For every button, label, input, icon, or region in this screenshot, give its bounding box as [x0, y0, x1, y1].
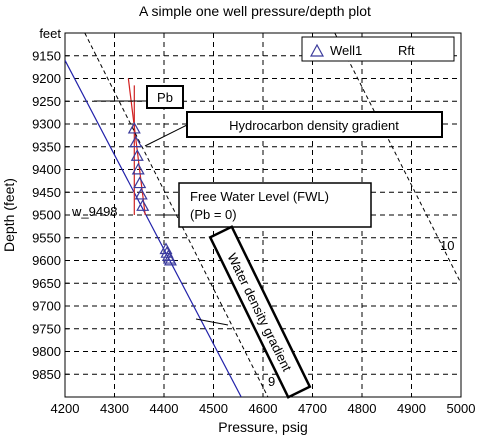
reference-line-10-label: 10 — [440, 238, 454, 253]
water-gradient-line — [65, 60, 242, 397]
y-tick-label: 9750 — [32, 321, 61, 336]
x-axis-title: Pressure, psig — [218, 419, 307, 435]
x-tick-label: 4300 — [100, 401, 129, 416]
legend-series-name: Well1 — [330, 43, 362, 58]
callouts — [94, 100, 229, 326]
legend-triangle-marker — [309, 43, 325, 57]
x-tick-label: 4500 — [199, 401, 228, 416]
fwl-callout-box — [178, 182, 372, 228]
water-gradient-callout-text: Water density gradient — [224, 251, 294, 374]
x-tick-label: 5000 — [447, 401, 476, 416]
x-tick-label: 4800 — [348, 401, 377, 416]
pb-callout-text: Pb — [157, 90, 173, 105]
y-tick-label: 9550 — [32, 230, 61, 245]
y-tick-label: 9300 — [32, 117, 61, 132]
y-tick-label: 9450 — [32, 185, 61, 200]
y-tick-label: 9500 — [32, 208, 61, 223]
water-gradient-callout-box — [208, 225, 312, 399]
y-tick-label: 9850 — [32, 367, 61, 382]
well1-rft-point — [127, 121, 141, 134]
data-points — [127, 121, 177, 266]
legend-series-label: Rft — [398, 43, 415, 58]
y-tick-label: 9200 — [32, 71, 61, 86]
y-tick-label: 9800 — [32, 344, 61, 359]
water-gradient-callout: Water density gradient — [208, 225, 312, 399]
y-tick-label: 9400 — [32, 162, 61, 177]
fwl-depth-label: w_9498 — [71, 204, 118, 219]
hydrocarbon-leader-line — [144, 124, 188, 147]
x-tick-label: 4200 — [51, 401, 80, 416]
x-tick-label: 4600 — [249, 401, 278, 416]
y-axis-unit-label: feet — [39, 26, 61, 41]
well1-rft-point — [159, 242, 173, 255]
fwl-callout: Free Water Level (FWL) (Pb = 0) — [178, 182, 372, 228]
pb-callout-box — [146, 85, 184, 109]
y-tick-label: 9250 — [32, 94, 61, 109]
well1-rft-point — [133, 176, 147, 189]
well1-rft-point — [131, 162, 145, 175]
water-gradient-leader-line — [195, 318, 229, 326]
fwl-callout-line1: Free Water Level (FWL) — [190, 189, 329, 204]
fwl-callout-line2: (Pb = 0) — [190, 207, 237, 222]
well1-rft-point — [163, 253, 177, 266]
well1-rft-point — [130, 149, 144, 161]
y-tick-label: 9350 — [32, 139, 61, 154]
y-tick-label: 9700 — [32, 299, 61, 314]
well1-rft-point — [134, 187, 148, 200]
reference-10-line — [334, 33, 461, 284]
y-tick-label: 9650 — [32, 276, 61, 291]
x-tick-label: 4900 — [397, 401, 426, 416]
chart-title: A simple one well pressure/depth plot — [139, 3, 371, 19]
well1-rft-point — [129, 135, 143, 148]
legend: Well1 Rft — [301, 36, 455, 62]
legend-box — [301, 36, 455, 62]
well1-rft-point — [136, 199, 150, 211]
x-tick-label: 4400 — [150, 401, 179, 416]
x-tick-label: 4700 — [298, 401, 327, 416]
x-axis-ticks: 4200 4300 4400 4500 4600 4700 4800 4900 5000 — [51, 393, 476, 416]
hydrocarbon-callout-box — [186, 111, 443, 138]
y-tick-label: 9150 — [32, 48, 61, 63]
pb-callout: Pb — [146, 85, 184, 109]
hydrocarbon-callout-text: Hydrocarbon density gradient — [229, 118, 399, 133]
y-axis-ticks: 9150 9200 9250 9300 9350 9400 9450 9500 9550 9600… — [32, 48, 69, 382]
y-tick-label: 9600 — [32, 253, 61, 268]
y-axis-title: Depth (feet) — [1, 178, 17, 252]
reference-line-9-label: 9 — [268, 374, 275, 389]
hydrocarbon-callout: Hydrocarbon density gradient — [186, 111, 443, 138]
